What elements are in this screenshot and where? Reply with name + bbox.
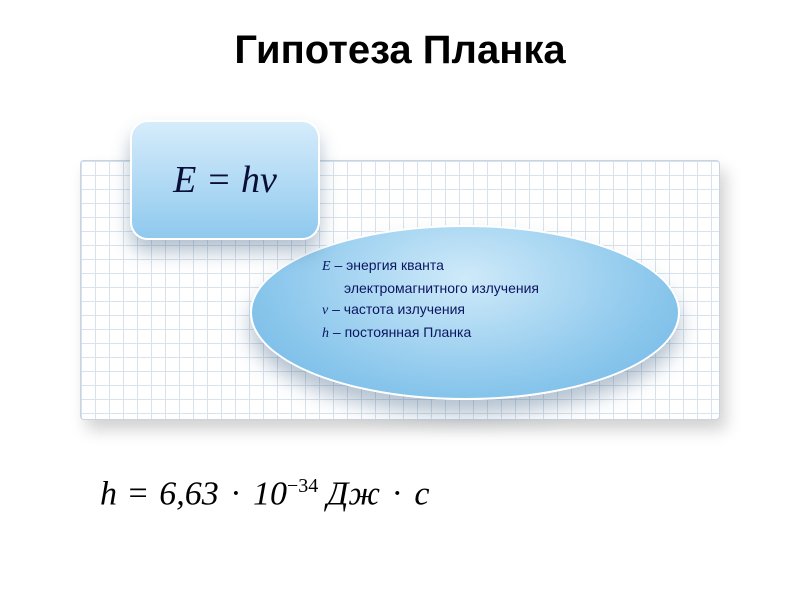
formula-box: E = hv	[130, 120, 320, 240]
definition-row: v – частота излучения	[322, 299, 628, 322]
def-dash: –	[333, 324, 341, 340]
const-unit-second: с	[414, 475, 429, 512]
const-times: ·	[227, 475, 244, 512]
def-dash: –	[334, 257, 342, 273]
formula-text: E = hv	[173, 158, 277, 202]
const-unit-joule: Дж	[327, 475, 380, 512]
const-equals: =	[126, 475, 151, 512]
const-symbol: h	[100, 475, 117, 512]
const-unit-dot: ·	[389, 475, 406, 512]
definitions-ellipse: E – энергия кванта электромагнитного изл…	[250, 225, 680, 400]
const-base: 10	[253, 475, 287, 512]
def-text: постоянная Планка	[345, 324, 472, 340]
const-exponent: −34	[287, 475, 318, 497]
planck-constant: h = 6,63 · 10−34 Дж · с	[100, 475, 429, 513]
def-text: энергия кванта	[346, 257, 444, 273]
page-title: Гипотеза Планка	[0, 28, 800, 73]
def-symbol: E	[322, 259, 331, 274]
def-dash: –	[332, 301, 340, 317]
def-text-cont: электромагнитного излучения	[344, 280, 539, 296]
definition-row: E – энергия кванта	[322, 255, 628, 278]
definition-row: h – постоянная Планка	[322, 322, 628, 345]
def-symbol: h	[322, 326, 329, 341]
const-mantissa: 6,63	[159, 475, 219, 512]
def-symbol: v	[322, 303, 328, 318]
diagram-area: E – энергия кванта электромагнитного изл…	[80, 120, 720, 430]
definition-row-cont: электромагнитного излучения	[322, 278, 628, 300]
def-text: частота излучения	[344, 301, 465, 317]
